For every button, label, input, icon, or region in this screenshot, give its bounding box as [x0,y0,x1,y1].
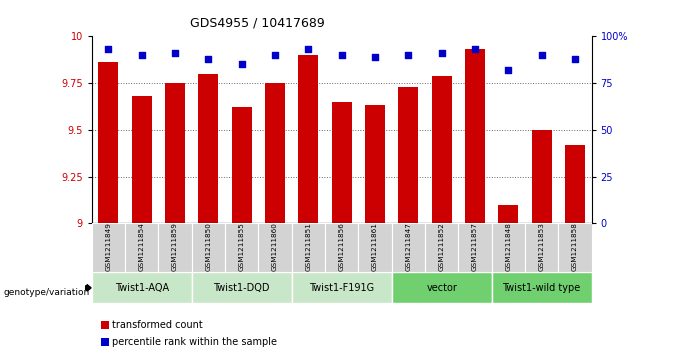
Point [503,67,514,73]
Bar [192,272,292,303]
Bar [392,272,492,303]
Text: vector: vector [426,283,457,293]
Text: percentile rank within the sample: percentile rank within the sample [112,337,277,347]
Bar [358,223,392,272]
Bar [292,223,325,272]
Bar [558,223,592,272]
Bar [325,223,358,272]
Text: GSM1211857: GSM1211857 [472,222,478,271]
Bar [92,272,192,303]
Text: GSM1211856: GSM1211856 [339,222,345,271]
Point [337,52,347,58]
Bar [258,223,292,272]
Text: GDS4955 / 10417689: GDS4955 / 10417689 [190,16,325,29]
Text: GSM1211860: GSM1211860 [272,222,278,271]
Point [370,54,381,60]
Point [570,56,581,62]
Text: GSM1211852: GSM1211852 [439,222,445,271]
Bar [392,223,425,272]
Bar [225,223,258,272]
Bar [458,223,492,272]
Text: genotype/variation: genotype/variation [3,288,90,297]
Point [170,50,181,56]
Text: GSM1211861: GSM1211861 [372,222,378,271]
Text: Twist1-AQA: Twist1-AQA [115,283,169,293]
Point [103,46,114,52]
Bar [465,49,485,223]
Text: GSM1211854: GSM1211854 [139,222,145,271]
Bar [265,83,285,223]
Text: GSM1211855: GSM1211855 [239,222,245,271]
Point [437,50,447,56]
Text: GSM1211850: GSM1211850 [205,222,211,271]
Point [237,61,248,67]
Bar [398,87,418,223]
Bar [165,83,185,223]
Bar [532,130,551,223]
Bar [565,145,585,223]
Bar [425,223,458,272]
Bar [498,205,518,223]
Bar [232,107,252,223]
Bar [199,74,218,223]
Bar [158,223,192,272]
Bar [299,55,318,223]
Point [203,56,214,62]
Text: GSM1211848: GSM1211848 [505,222,511,271]
Bar [92,223,125,272]
Text: GSM1211849: GSM1211849 [105,222,112,271]
Point [269,52,280,58]
Point [303,46,314,52]
Point [469,46,480,52]
Bar [492,272,592,303]
Bar [125,223,158,272]
Bar [432,76,452,223]
Text: GSM1211859: GSM1211859 [172,222,178,271]
Bar [365,106,385,223]
Text: GSM1211853: GSM1211853 [539,222,545,271]
Text: GSM1211858: GSM1211858 [572,222,578,271]
Text: transformed count: transformed count [112,319,202,330]
Text: Twist1-wild type: Twist1-wild type [503,283,581,293]
Bar [525,223,558,272]
Text: Twist1-F191G: Twist1-F191G [309,283,374,293]
Point [403,52,413,58]
Text: GSM1211847: GSM1211847 [405,222,411,271]
Bar [192,223,225,272]
Point [136,52,147,58]
Bar [132,96,152,223]
Point [536,52,547,58]
Text: Twist1-DQD: Twist1-DQD [214,283,270,293]
Bar [332,102,352,223]
Bar [99,62,118,223]
Text: GSM1211851: GSM1211851 [305,222,311,271]
Bar [492,223,525,272]
Bar [292,272,392,303]
